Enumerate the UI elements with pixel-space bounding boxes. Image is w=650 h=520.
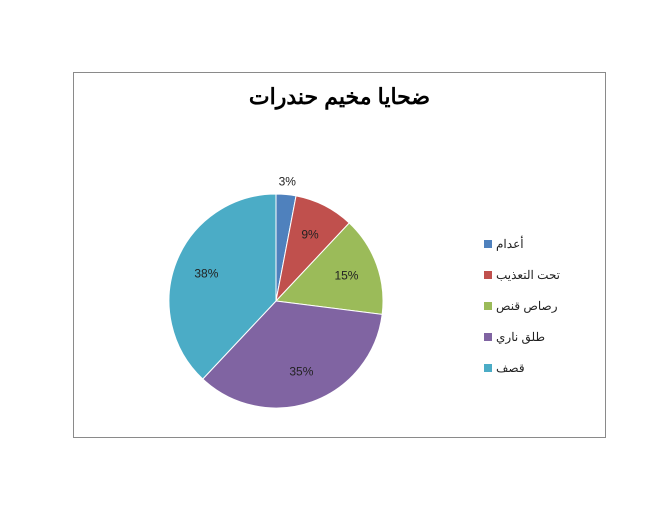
data-label: 9% xyxy=(301,227,319,241)
data-label: 15% xyxy=(334,269,358,283)
pie-slice xyxy=(168,193,277,380)
legend-swatch xyxy=(484,363,492,372)
legend-label: تحت التعذيب xyxy=(496,267,561,282)
chart-title: ضحايا مخيم حندرات xyxy=(248,84,431,109)
legend-label: طلق ناري xyxy=(496,329,546,344)
legend-swatch xyxy=(484,270,492,279)
legend-swatch xyxy=(484,239,492,248)
pie-slice xyxy=(274,222,384,315)
legend-label: أعدام xyxy=(496,236,524,251)
data-label: 3% xyxy=(279,175,297,189)
legend-item: قصف xyxy=(484,352,560,383)
legend-item: طلق ناري xyxy=(484,321,560,352)
legend-item: أعدام xyxy=(484,228,560,259)
data-label: 38% xyxy=(194,266,218,280)
legend: أعدام تحت التعذيب رصاص قنص طلق ناري قصف xyxy=(484,228,560,383)
legend-item: تحت التعذيب xyxy=(484,259,560,290)
data-label: 35% xyxy=(289,364,313,378)
legend-swatch xyxy=(484,301,492,310)
pie-slice xyxy=(202,300,383,409)
chart-area xyxy=(73,72,606,438)
legend-swatch xyxy=(484,332,492,341)
legend-label: قصف xyxy=(496,360,525,375)
legend-label: رصاص قنص xyxy=(496,298,558,313)
legend-item: رصاص قنص xyxy=(484,290,560,321)
